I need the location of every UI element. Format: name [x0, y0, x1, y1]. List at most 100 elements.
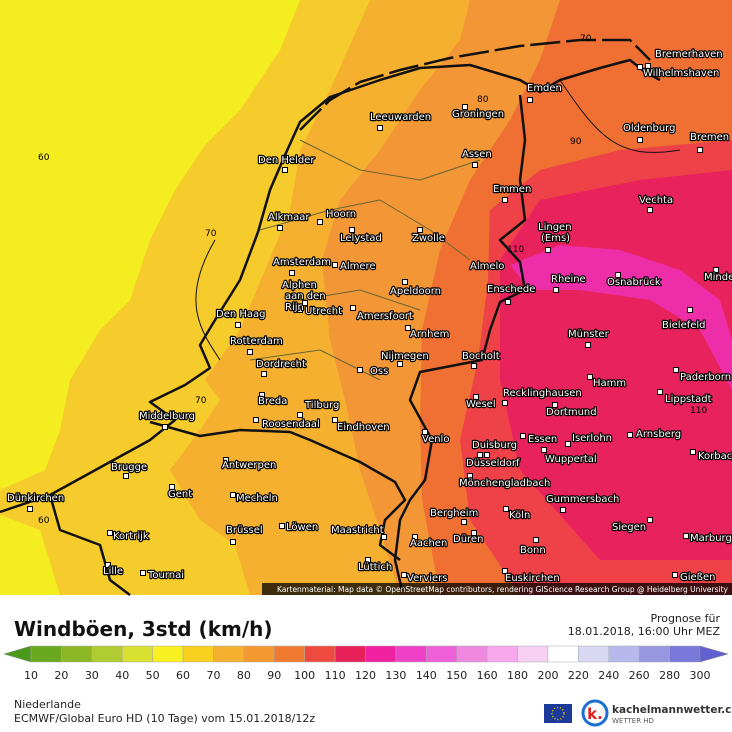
- city-label: Vechta: [639, 195, 673, 206]
- city-marker: [105, 562, 111, 568]
- colorbar-arrow-high: [699, 645, 729, 663]
- border-be-fr: [48, 494, 131, 596]
- city-label: Lingen: [538, 222, 572, 233]
- city-marker: [417, 227, 423, 233]
- city-marker: [505, 299, 511, 305]
- city-marker: [587, 374, 593, 380]
- border-nl-de: [393, 94, 527, 591]
- colorbar-label: 150: [446, 669, 467, 682]
- city-marker: [672, 572, 678, 578]
- city-label: Zwolle: [412, 233, 445, 244]
- city-label: Münster: [568, 329, 610, 340]
- city-marker: [297, 412, 303, 418]
- city-marker: [381, 534, 387, 540]
- city-label: Recklinghausen: [503, 388, 582, 399]
- city-marker: [520, 433, 526, 439]
- city-label: Emden: [527, 83, 562, 94]
- city-marker: [533, 537, 539, 543]
- city-label: Hoorn: [326, 209, 356, 220]
- city-marker: [541, 447, 547, 453]
- city-label: Almelo: [470, 261, 504, 272]
- city-label: Alkmaar: [268, 212, 310, 223]
- colorbar-swatch: [182, 645, 214, 663]
- colorbar-swatch: [638, 645, 670, 663]
- region: Niederlande: [14, 698, 81, 711]
- city-label: Paderborn: [680, 372, 731, 383]
- city-label: Brüssel: [226, 525, 263, 536]
- city-label: Wesel: [466, 399, 496, 410]
- city-label: Brugge: [111, 462, 147, 473]
- city-label: Bremen: [690, 132, 729, 143]
- city-label: Osnabrück: [607, 277, 661, 288]
- colorbar-label: 60: [176, 669, 190, 682]
- colorbar-label: 110: [325, 669, 346, 682]
- city-label: Verviers: [407, 573, 448, 584]
- city-marker: [477, 452, 483, 458]
- city-marker: [502, 568, 508, 574]
- city-marker: [332, 417, 338, 423]
- city-label: Oldenburg: [623, 123, 675, 134]
- colorbar-swatch: [304, 645, 336, 663]
- colorbar-swatch: [547, 645, 579, 663]
- city-marker: [230, 539, 236, 545]
- attribution-bg: [262, 583, 732, 595]
- city-marker: [627, 432, 633, 438]
- colorbar-label: 160: [477, 669, 498, 682]
- city-label: Gent: [168, 489, 192, 500]
- city-label: Enschede: [487, 284, 535, 295]
- city-label: Aachen: [410, 538, 447, 549]
- city-label: Wuppertal: [545, 454, 597, 465]
- city-label: Korbach: [698, 451, 732, 462]
- city-label: Wilhelmshaven: [643, 68, 719, 79]
- city-label: Antwerpen: [222, 460, 276, 471]
- city-marker: [673, 367, 679, 373]
- colorbar-swatch: [121, 645, 153, 663]
- city-label: Utrecht: [305, 306, 342, 317]
- city-label: Essen: [528, 434, 557, 445]
- eu-flag: [544, 704, 572, 723]
- legend-title: Windböen, 3std (km/h): [14, 617, 273, 641]
- city-marker: [230, 492, 236, 498]
- attribution: Kartenmaterial: Map data © OpenStreetMap…: [277, 585, 729, 594]
- colorbar-arrow-low: [3, 645, 32, 663]
- city-label: Rheine: [551, 274, 586, 285]
- city-marker: [471, 363, 477, 369]
- city-marker: [471, 530, 477, 536]
- city-marker: [461, 519, 467, 525]
- colorbar-swatch: [669, 645, 701, 663]
- city-marker: [302, 300, 308, 306]
- city-marker: [683, 533, 689, 539]
- city-label: Arnhem: [410, 329, 449, 340]
- city-marker: [503, 506, 509, 512]
- isoline-label: 60: [38, 153, 50, 163]
- city-label: Düsseldorf: [466, 458, 520, 469]
- colorbar-label: 280: [659, 669, 680, 682]
- city-label: Bergheim: [430, 508, 478, 519]
- city-label: (Ems): [541, 233, 570, 244]
- city-label: Rotterdam: [230, 336, 283, 347]
- brand: kachelmannwetter.com: [612, 704, 732, 716]
- provinces: [249, 139, 481, 381]
- isoline-labels: 70 80 90 60 70 110 60 70 110: [38, 34, 707, 526]
- colorbar-swatch: [395, 645, 427, 663]
- isolines: [195, 79, 681, 361]
- city-marker: [687, 307, 693, 313]
- city-marker: [585, 342, 591, 348]
- city-label: Dortmund: [546, 407, 597, 418]
- colorbar-swatch: [334, 645, 366, 663]
- city-marker: [647, 207, 653, 213]
- city-label: Groningen: [452, 109, 504, 120]
- city-marker: [277, 225, 283, 231]
- colorbar-swatch: [152, 645, 184, 663]
- islands: [299, 38, 651, 131]
- borders: [0, 38, 681, 596]
- city-marker: [259, 392, 265, 398]
- colorbar-swatch: [213, 645, 245, 663]
- city-label: Maastricht: [331, 525, 384, 536]
- colorbar-label: 80: [237, 669, 251, 682]
- brand-logo: k.: [587, 705, 603, 723]
- city-marker: [527, 97, 533, 103]
- brand-logo-ring: [581, 699, 609, 727]
- colorbar-label: 50: [146, 669, 160, 682]
- city-label: Duisburg: [472, 440, 517, 451]
